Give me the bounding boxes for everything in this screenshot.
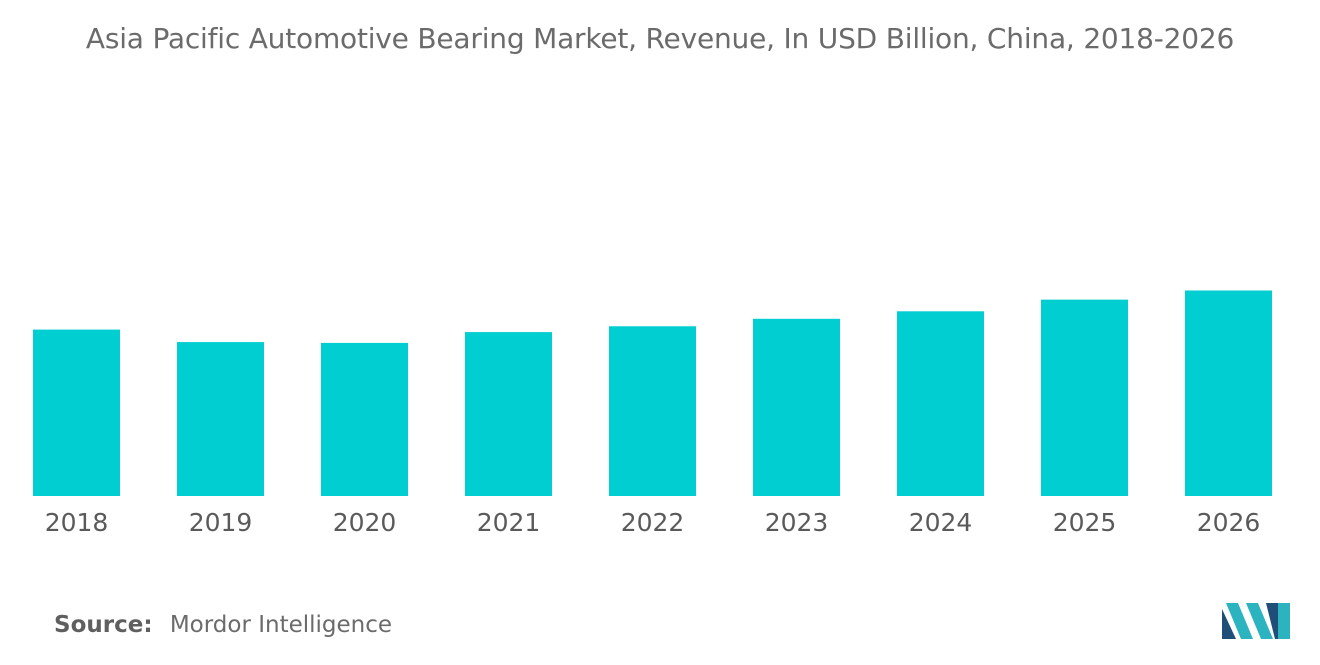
bar-2026 — [1185, 290, 1272, 496]
source-label: Source: — [54, 612, 153, 638]
source-note: Source: Mordor Intelligence — [54, 612, 392, 638]
chart-title: Asia Pacific Automotive Bearing Market, … — [85, 22, 1235, 55]
x-tick-label-2020: 2020 — [333, 508, 397, 537]
bar-2021 — [465, 332, 552, 496]
bar-2025 — [1041, 299, 1128, 496]
bar-2023 — [753, 318, 840, 496]
bars-group — [33, 290, 1272, 496]
mordor-intelligence-logo-icon — [1222, 603, 1290, 639]
x-tick-label-2023: 2023 — [765, 508, 829, 537]
x-tick-label-2021: 2021 — [477, 508, 541, 537]
bar-2018 — [33, 329, 120, 496]
x-tick-label-2025: 2025 — [1053, 508, 1117, 537]
x-tick-label-2026: 2026 — [1197, 508, 1261, 537]
x-tick-label-2019: 2019 — [189, 508, 253, 537]
bar-2022 — [609, 326, 696, 496]
bar-2019 — [177, 342, 264, 496]
x-tick-labels: 2018 2019 2020 2021 2022 2023 2024 2025 2026 — [45, 508, 1261, 537]
bar-2020 — [321, 342, 408, 496]
x-tick-label-2022: 2022 — [621, 508, 685, 537]
bar-2024 — [897, 311, 984, 496]
source-text: Mordor Intelligence — [169, 612, 393, 638]
x-tick-label-2024: 2024 — [909, 508, 973, 537]
x-tick-label-2018: 2018 — [45, 508, 109, 537]
